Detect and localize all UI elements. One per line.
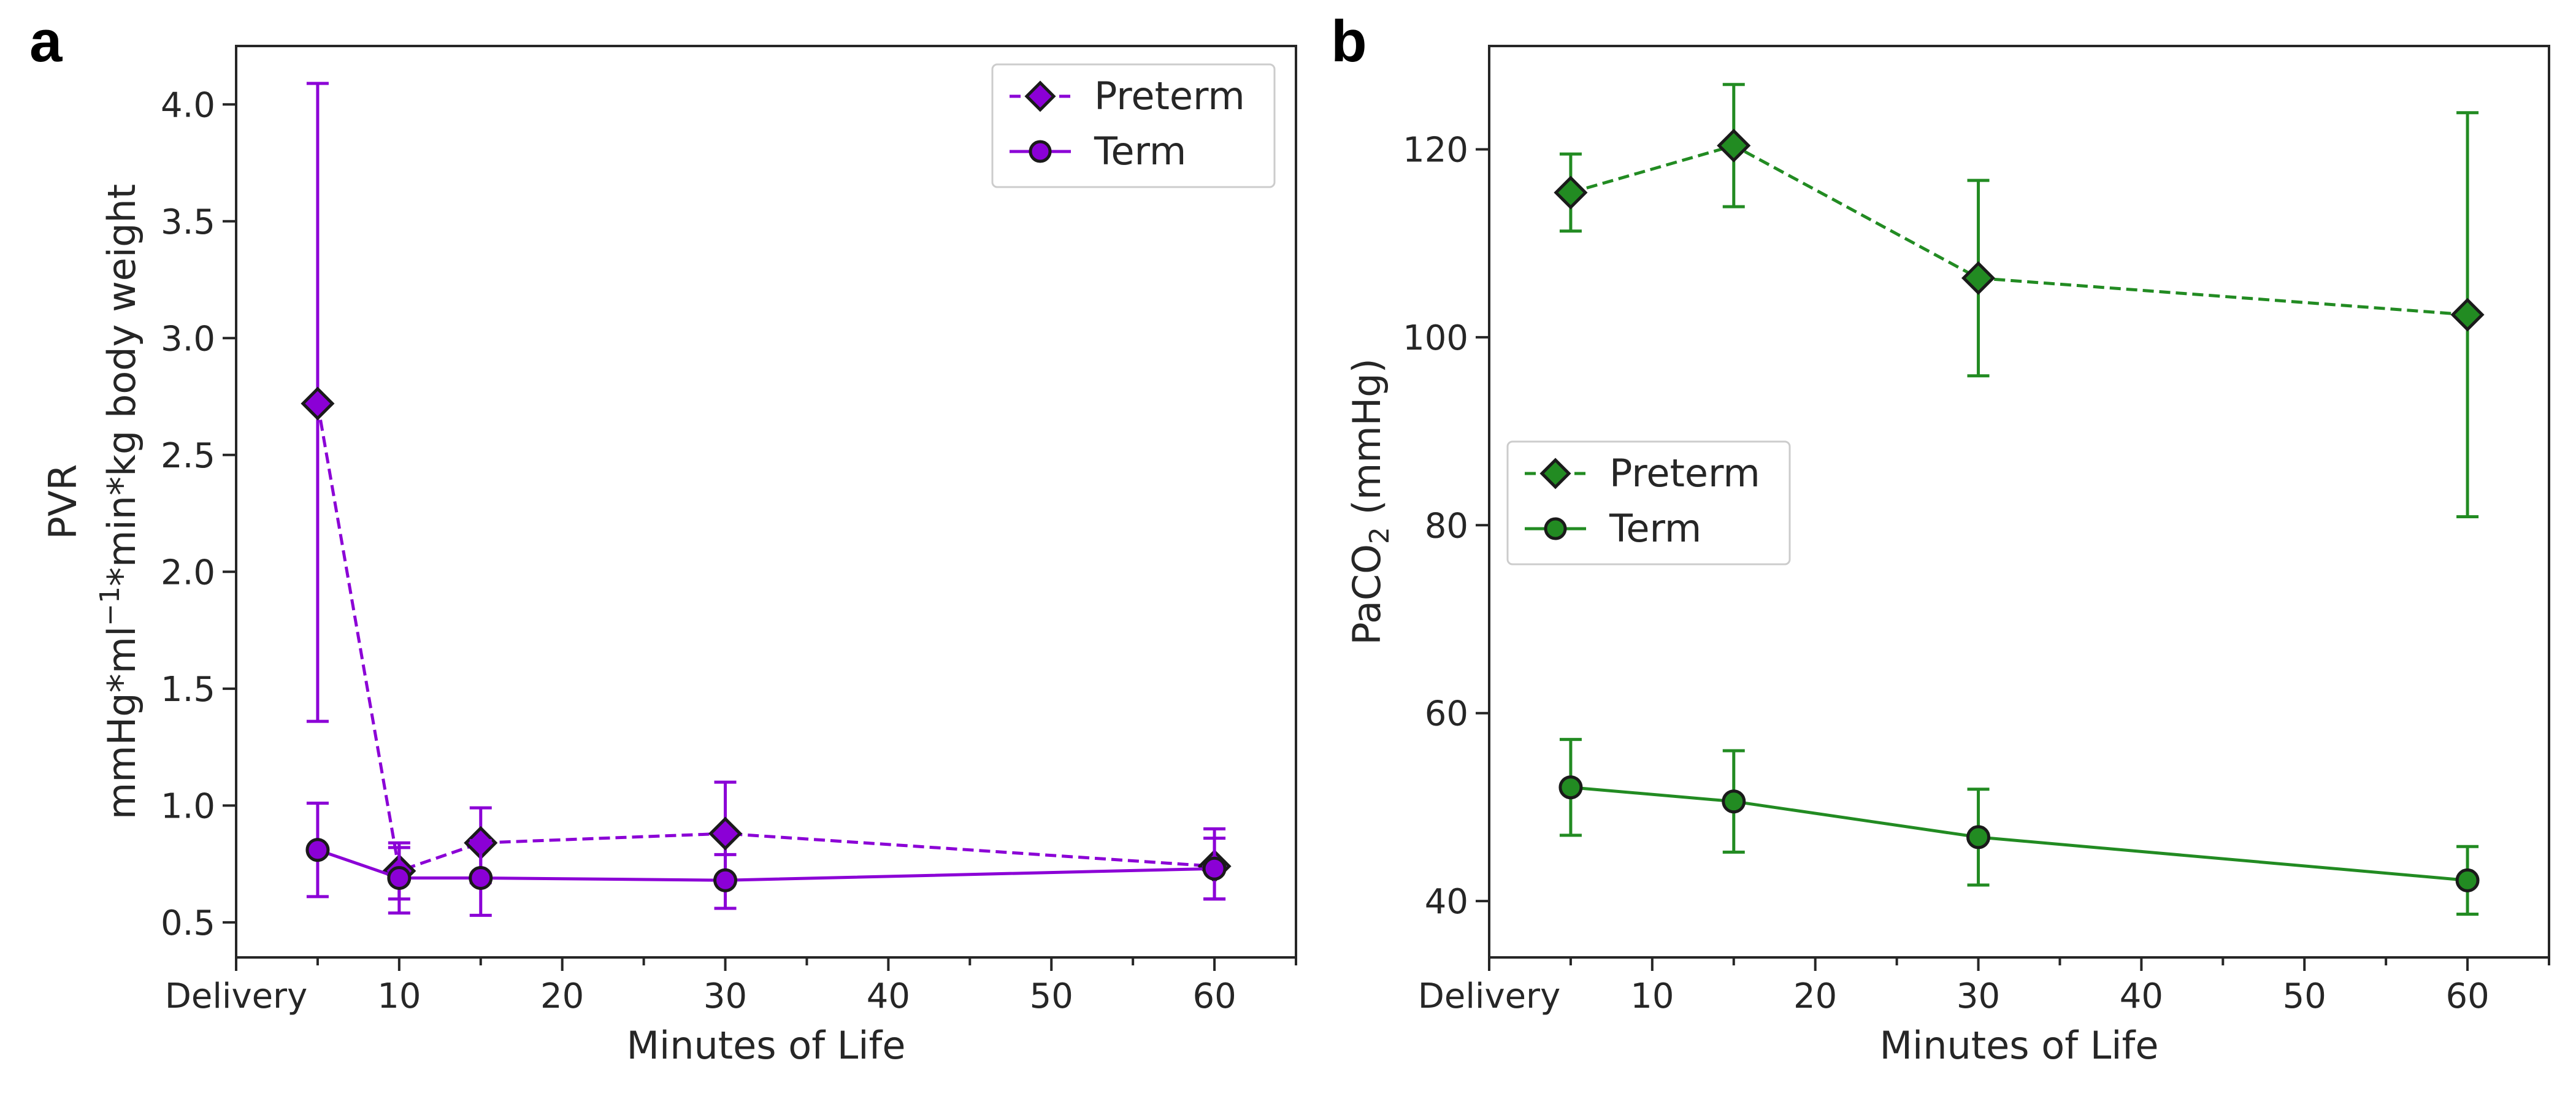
panel-b-legend-term-marker [1544,517,1567,540]
panel-b-y-tick-label: 40 [1425,882,1468,922]
panel-b-x-tick-label: 40 [2120,976,2163,1016]
panel-a-x-tick-label: 50 [1030,976,1073,1016]
panel-a-term-series-line [317,848,1215,882]
panel-b-legend-preterm-label: Preterm [1609,451,1760,496]
panel-a-x-tick-label: Delivery [165,976,307,1016]
panel-b-legend-preterm-marker [1539,458,1571,489]
panel-a-legend-preterm-marker [1024,80,1056,112]
panel-b-y-axis: 40 60 80 100 120 [1403,131,1489,922]
panel-a-y-axis-label-unit: mmHg*ml [99,626,144,819]
panel-a-chart: a Delivery 10 20 30 40 50 60 0.5 1.0 1.5 2.0 2.5 3.… [29,9,1297,1068]
panel-a-x-tick-label: 40 [867,976,910,1016]
panel-b-term-marker [1558,775,1583,800]
panel-a-y-axis-label-rest: *min*kg body weight [99,184,144,586]
panel-a-term-marker [713,868,738,892]
panel-b-preterm-series-line [1570,144,2468,316]
panel-b-term-series-line [1570,786,2468,882]
panel-b-y-axis-label-unit: (mmHg) [1344,358,1389,527]
panel-a-y-axis-label-line1: PVR [40,464,85,540]
panel-a-x-tick-label: 60 [1192,976,1236,1016]
panel-b-x-tick-label: 10 [1630,976,1674,1016]
panel-a-y-tick-label: 3.5 [161,202,215,242]
panel-a-y-axis-label-line2: mmHg*ml−1*min*kg body weight [94,184,144,819]
panel-b-preterm-marker [2450,297,2485,332]
panel-a-series-group [301,82,1232,917]
panel-a-preterm-series-line [316,403,1215,873]
panel-a-legend: Preterm Term [991,63,1276,188]
panel-a-preterm-marker [301,386,335,421]
panel-a-y-tick-label: 4.0 [161,85,215,125]
panel-b-x-tick-label: 60 [2445,976,2489,1016]
panel-b-y-axis-label: PaCO2 (mmHg) [1344,358,1395,645]
panel-b-y-axis-label-main: PaCO [1344,544,1389,645]
panel-b-preterm-marker [1717,128,1751,163]
panel-b-y-axis-label-subscript: 2 [1364,527,1395,544]
panel-b-y-tick-label: 120 [1403,131,1468,171]
panel-a-x-axis-label: Minutes of Life [627,1023,906,1068]
panel-b-x-axis-label: Minutes of Life [1880,1023,2159,1068]
panel-b-x-tick-label: 50 [2283,976,2326,1016]
panel-a-y-tick-label: 1.0 [161,786,215,826]
panel-a-term-marker [305,838,330,862]
panel-b-y-tick-label: 80 [1425,506,1468,546]
panel-b-legend: Preterm Term [1506,440,1791,565]
panel-b-x-tick-label: 30 [1957,976,2000,1016]
panel-a-y-tick-label: 2.0 [161,553,215,592]
panel-a-legend-term-marker [1029,140,1052,163]
panel-b-y-tick-label: 60 [1425,694,1468,734]
panel-a-x-tick-label: 30 [703,976,747,1016]
panel-a-legend-term-label: Term [1094,129,1186,174]
panel-b-term-marker [2455,868,2480,892]
panel-b-term-marker [1722,789,1746,814]
panel-a-y-tick-label: 0.5 [161,903,215,943]
panel-a-x-tick-label: 10 [377,976,421,1016]
panel-a-y-axis: 0.5 1.0 1.5 2.0 2.5 3.0 3.5 4.0 [161,85,236,943]
panel-a-preterm-marker [708,816,743,851]
panel-a-letter: a [29,9,63,74]
panel-b-preterm-marker [1961,261,1996,295]
panel-a-term-marker [387,865,412,890]
panel-a-y-tick-label: 3.0 [161,319,215,359]
panel-a-term-marker [469,865,493,890]
panel-a-y-axis-label-exponent: −1 [94,586,126,626]
panel-b-term-marker [1966,825,1991,849]
panel-a-legend-preterm-label: Preterm [1094,74,1245,118]
panel-b-x-axis: Delivery 10 20 30 40 50 60 [1418,957,2550,1016]
panel-b-x-tick-label: Delivery [1418,976,1560,1016]
panel-b-x-tick-label: 20 [1793,976,1837,1016]
panel-b-legend-term-label: Term [1609,506,1701,551]
panel-a-x-axis: Delivery 10 20 30 40 50 60 [165,957,1297,1016]
panel-b-plot-frame [1488,45,2550,959]
panel-a-y-tick-label: 1.5 [161,670,215,710]
panel-b-series-group [1554,83,2485,916]
panel-a-y-tick-label: 2.5 [161,436,215,476]
panel-b-preterm-marker [1554,175,1588,210]
panel-a-x-tick-label: 20 [540,976,584,1016]
panel-b-letter: b [1331,9,1367,74]
panel-b-y-tick-label: 100 [1403,318,1468,358]
panel-a-term-marker [1202,856,1227,881]
panel-a-plot-frame [235,45,1297,959]
panel-b-chart: b Delivery 10 20 30 40 50 60 40 60 80 100 120 Minu… [1331,9,2550,1068]
